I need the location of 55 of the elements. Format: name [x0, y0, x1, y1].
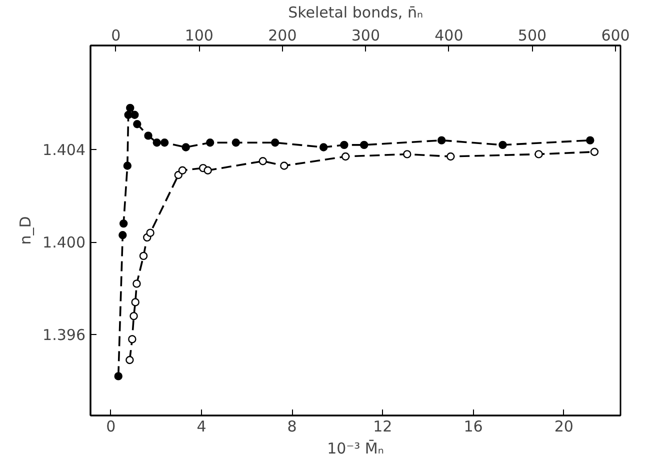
y-axis-title: n_D: [16, 216, 35, 245]
x2-tick-label: 400: [434, 26, 464, 44]
point: [498, 140, 507, 150]
x2-tick-label: 300: [351, 26, 380, 44]
x2-tick-label: 200: [268, 26, 297, 44]
point: [160, 138, 169, 147]
point: [178, 166, 187, 174]
x-tick-label: 16: [464, 418, 483, 436]
point: [258, 157, 267, 166]
x-tick-label: 4: [196, 418, 206, 436]
point: [206, 138, 214, 147]
point: [280, 162, 288, 170]
y-tick-label: 1.400: [42, 234, 86, 252]
point: [119, 219, 128, 228]
point: [341, 152, 350, 161]
x-tick-label: 8: [287, 418, 297, 436]
point: [146, 228, 154, 237]
point: [131, 298, 140, 306]
point: [152, 138, 161, 147]
point: [340, 140, 348, 150]
y-tick-label: 1.396: [42, 326, 86, 344]
point: [126, 356, 134, 364]
point: [360, 140, 368, 150]
point: [403, 150, 412, 158]
point: [132, 280, 141, 288]
point: [130, 110, 139, 119]
point: [128, 335, 136, 344]
point: [182, 143, 190, 152]
point: [586, 136, 594, 144]
point: [534, 150, 543, 158]
x-axis-title: 10⁻³ M̄ₙ: [327, 438, 384, 458]
point: [232, 138, 240, 147]
point: [118, 231, 127, 240]
point: [446, 152, 455, 161]
point: [130, 312, 138, 320]
x2-tick-label: 0: [111, 26, 121, 44]
point: [590, 148, 599, 156]
point: [270, 138, 280, 147]
x-tick-label: 12: [373, 418, 392, 436]
point: [139, 252, 148, 260]
y-tick-label: 1.404: [42, 141, 86, 160]
x2-tick-label: 100: [184, 26, 214, 44]
x-tick-label: 20: [554, 418, 574, 436]
x2-tick-label: 600: [601, 26, 630, 44]
x-tick-label: 0: [106, 418, 116, 436]
point: [114, 372, 122, 380]
point: [123, 162, 132, 170]
point: [204, 166, 212, 174]
point: [144, 132, 152, 140]
x2-tick-label: 500: [518, 26, 547, 44]
point: [437, 136, 446, 144]
point: [126, 104, 134, 112]
point: [133, 120, 142, 128]
x2-axis-title: Skeletal bonds, n̄ₙ: [288, 4, 423, 22]
point: [319, 143, 328, 152]
